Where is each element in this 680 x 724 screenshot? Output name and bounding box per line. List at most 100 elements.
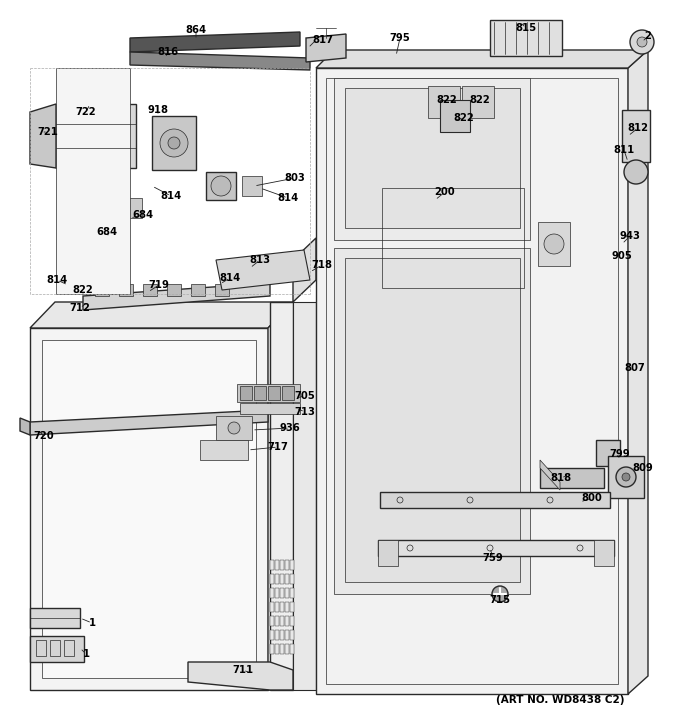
Bar <box>270 602 274 612</box>
Polygon shape <box>143 284 157 296</box>
Bar <box>50 640 60 656</box>
Circle shape <box>160 129 188 157</box>
Polygon shape <box>268 386 280 400</box>
Text: 822: 822 <box>73 285 93 295</box>
Circle shape <box>492 586 508 602</box>
Polygon shape <box>608 456 644 498</box>
Text: 719: 719 <box>148 280 169 290</box>
Bar <box>270 588 274 598</box>
Polygon shape <box>293 238 316 302</box>
Text: 1: 1 <box>82 649 90 659</box>
Bar <box>326 78 618 684</box>
Bar <box>280 616 284 626</box>
Bar <box>290 574 294 584</box>
Bar <box>280 644 284 654</box>
Polygon shape <box>130 52 310 70</box>
Bar <box>275 630 279 640</box>
Polygon shape <box>56 68 130 294</box>
Polygon shape <box>30 302 293 328</box>
Polygon shape <box>462 86 494 118</box>
Bar <box>280 588 284 598</box>
Bar <box>290 602 294 612</box>
Polygon shape <box>240 403 300 414</box>
Bar <box>280 602 284 612</box>
Polygon shape <box>428 86 460 118</box>
Text: 711: 711 <box>233 665 254 675</box>
Text: 809: 809 <box>632 463 653 473</box>
Polygon shape <box>56 104 136 168</box>
Polygon shape <box>380 492 610 508</box>
Circle shape <box>637 37 647 47</box>
Text: 715: 715 <box>490 595 511 605</box>
Bar <box>270 630 274 640</box>
Polygon shape <box>20 418 30 435</box>
Text: 807: 807 <box>625 363 645 373</box>
Text: 918: 918 <box>148 105 169 115</box>
Bar <box>275 574 279 584</box>
Polygon shape <box>540 468 604 488</box>
Text: 812: 812 <box>628 123 649 133</box>
Polygon shape <box>30 104 56 168</box>
Bar <box>285 574 289 584</box>
Text: 718: 718 <box>311 260 333 270</box>
Text: 712: 712 <box>69 303 90 313</box>
Bar <box>285 602 289 612</box>
Bar <box>285 588 289 598</box>
Polygon shape <box>282 386 294 400</box>
Bar <box>285 560 289 570</box>
Circle shape <box>622 473 630 481</box>
Bar <box>290 616 294 626</box>
Text: (ART NO. WD8438 C2): (ART NO. WD8438 C2) <box>496 695 624 705</box>
Bar <box>290 630 294 640</box>
Text: 813: 813 <box>250 255 271 265</box>
Text: 721: 721 <box>37 127 58 137</box>
Text: 722: 722 <box>75 107 97 117</box>
Bar <box>285 644 289 654</box>
Circle shape <box>544 234 564 254</box>
Text: 815: 815 <box>515 23 537 33</box>
Text: 814: 814 <box>220 273 241 283</box>
Text: 817: 817 <box>313 35 333 45</box>
Polygon shape <box>378 540 398 566</box>
Polygon shape <box>130 32 300 52</box>
Polygon shape <box>206 172 236 200</box>
Polygon shape <box>83 283 270 310</box>
Text: 814: 814 <box>46 275 67 285</box>
Text: 814: 814 <box>160 191 182 201</box>
Polygon shape <box>378 540 614 556</box>
Text: 717: 717 <box>267 442 288 452</box>
Circle shape <box>616 467 636 487</box>
Bar <box>36 640 46 656</box>
Bar <box>270 574 274 584</box>
Text: 816: 816 <box>158 47 179 57</box>
Bar <box>280 560 284 570</box>
Text: 720: 720 <box>34 431 54 441</box>
Bar <box>280 574 284 584</box>
Text: 200: 200 <box>435 187 456 197</box>
Polygon shape <box>191 284 205 296</box>
Text: 905: 905 <box>611 251 632 261</box>
Polygon shape <box>42 340 256 678</box>
Polygon shape <box>242 176 262 196</box>
Circle shape <box>624 160 648 184</box>
Polygon shape <box>268 302 293 690</box>
Text: 822: 822 <box>470 95 490 105</box>
Polygon shape <box>152 116 196 170</box>
Text: 822: 822 <box>454 113 475 123</box>
Bar <box>270 616 274 626</box>
Polygon shape <box>440 100 470 132</box>
Polygon shape <box>306 34 346 62</box>
Polygon shape <box>200 440 248 460</box>
Polygon shape <box>334 248 530 594</box>
Circle shape <box>211 176 231 196</box>
Bar <box>490 20 562 56</box>
Text: 814: 814 <box>277 193 299 203</box>
Polygon shape <box>76 228 108 242</box>
Text: 803: 803 <box>285 173 305 183</box>
Bar <box>290 644 294 654</box>
Polygon shape <box>293 302 316 690</box>
Polygon shape <box>237 384 300 402</box>
Bar <box>290 588 294 598</box>
Text: 811: 811 <box>613 145 634 155</box>
Polygon shape <box>334 78 530 240</box>
